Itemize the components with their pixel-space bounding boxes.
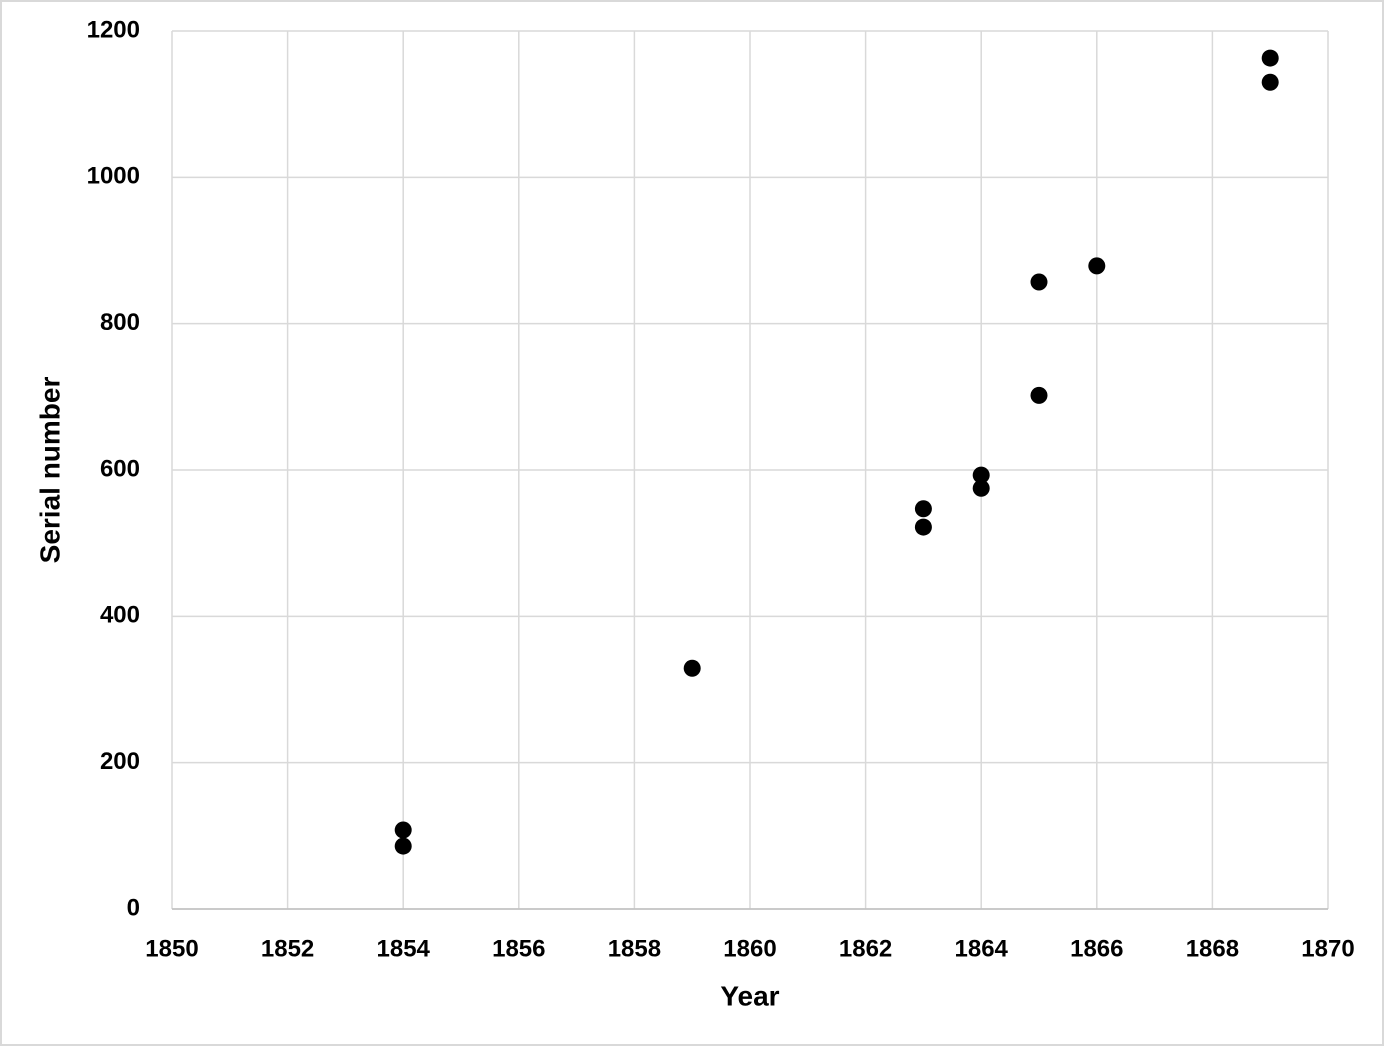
point [1088, 257, 1106, 275]
x-tick-label: 1854 [377, 935, 431, 962]
y-tick-label: 200 [100, 748, 140, 775]
y-tick-label: 0 [127, 894, 140, 921]
point [683, 659, 701, 677]
point [914, 518, 932, 536]
x-axis-title: Year [720, 980, 779, 1011]
point [1030, 386, 1048, 404]
point [394, 821, 412, 839]
x-tick-label: 1860 [723, 935, 776, 962]
y-tick-label: 800 [100, 309, 140, 336]
x-tick-label: 1868 [1186, 935, 1239, 962]
point [1030, 273, 1048, 291]
point [1261, 73, 1279, 91]
y-axis-title: Serial number [34, 377, 65, 564]
x-tick-label: 1864 [955, 935, 1009, 962]
point [394, 837, 412, 855]
point [972, 466, 990, 484]
x-tick-label: 1862 [839, 935, 892, 962]
y-tick-label: 400 [100, 602, 140, 629]
point [914, 500, 932, 518]
y-tick-label: 1000 [87, 163, 140, 190]
point [1261, 49, 1279, 67]
x-tick-label: 1856 [492, 935, 545, 962]
x-tick-label: 1850 [145, 935, 198, 962]
x-tick-label: 1858 [608, 935, 661, 962]
x-tick-label: 1866 [1070, 935, 1123, 962]
x-tick-label: 1870 [1301, 935, 1354, 962]
x-tick-label: 1852 [261, 935, 314, 962]
y-tick-label: 1200 [87, 16, 140, 43]
y-tick-label: 600 [100, 455, 140, 482]
point [972, 479, 990, 497]
